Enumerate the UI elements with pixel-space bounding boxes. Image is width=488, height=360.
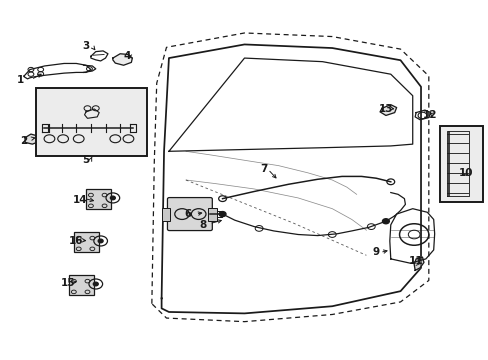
- FancyArrowPatch shape: [31, 137, 35, 140]
- Text: 2: 2: [20, 136, 28, 145]
- Text: 13: 13: [378, 104, 392, 114]
- Circle shape: [382, 219, 388, 224]
- FancyArrowPatch shape: [91, 46, 95, 50]
- FancyArrowPatch shape: [429, 113, 432, 116]
- Bar: [36, 88, 147, 156]
- Circle shape: [110, 196, 115, 200]
- Text: 5: 5: [82, 155, 89, 165]
- Text: 14: 14: [72, 195, 87, 205]
- Text: 4: 4: [123, 51, 131, 61]
- FancyArrowPatch shape: [87, 198, 93, 202]
- FancyArrowPatch shape: [212, 220, 221, 223]
- FancyArrowPatch shape: [128, 55, 132, 58]
- FancyArrowPatch shape: [82, 239, 85, 242]
- Circle shape: [98, 239, 103, 243]
- FancyArrowPatch shape: [198, 212, 201, 215]
- Text: 15: 15: [61, 278, 75, 288]
- Bar: [161, 208, 170, 221]
- FancyArrowPatch shape: [389, 107, 393, 110]
- Bar: [208, 208, 217, 221]
- Bar: [69, 275, 94, 295]
- Bar: [439, 126, 483, 202]
- Text: 10: 10: [458, 168, 473, 178]
- FancyArrowPatch shape: [382, 250, 386, 253]
- Text: 7: 7: [260, 164, 267, 174]
- Bar: [74, 231, 99, 252]
- Text: 9: 9: [372, 247, 379, 257]
- FancyArrowPatch shape: [269, 171, 275, 178]
- FancyArrowPatch shape: [33, 74, 41, 78]
- Text: 3: 3: [82, 41, 89, 50]
- Text: 8: 8: [199, 220, 206, 230]
- Text: 6: 6: [184, 209, 192, 219]
- FancyArrowPatch shape: [463, 172, 466, 176]
- Text: 12: 12: [422, 111, 436, 121]
- Text: 1: 1: [17, 75, 24, 85]
- Circle shape: [219, 212, 225, 217]
- Polygon shape: [113, 54, 132, 65]
- Polygon shape: [379, 105, 396, 116]
- Polygon shape: [413, 257, 423, 270]
- FancyArrowPatch shape: [88, 157, 92, 161]
- Circle shape: [93, 282, 98, 286]
- Polygon shape: [25, 134, 40, 144]
- Text: 11: 11: [408, 256, 423, 266]
- Text: 16: 16: [69, 236, 83, 246]
- FancyArrowPatch shape: [417, 258, 420, 262]
- FancyBboxPatch shape: [167, 198, 212, 230]
- FancyArrowPatch shape: [72, 280, 76, 284]
- Bar: [86, 189, 111, 209]
